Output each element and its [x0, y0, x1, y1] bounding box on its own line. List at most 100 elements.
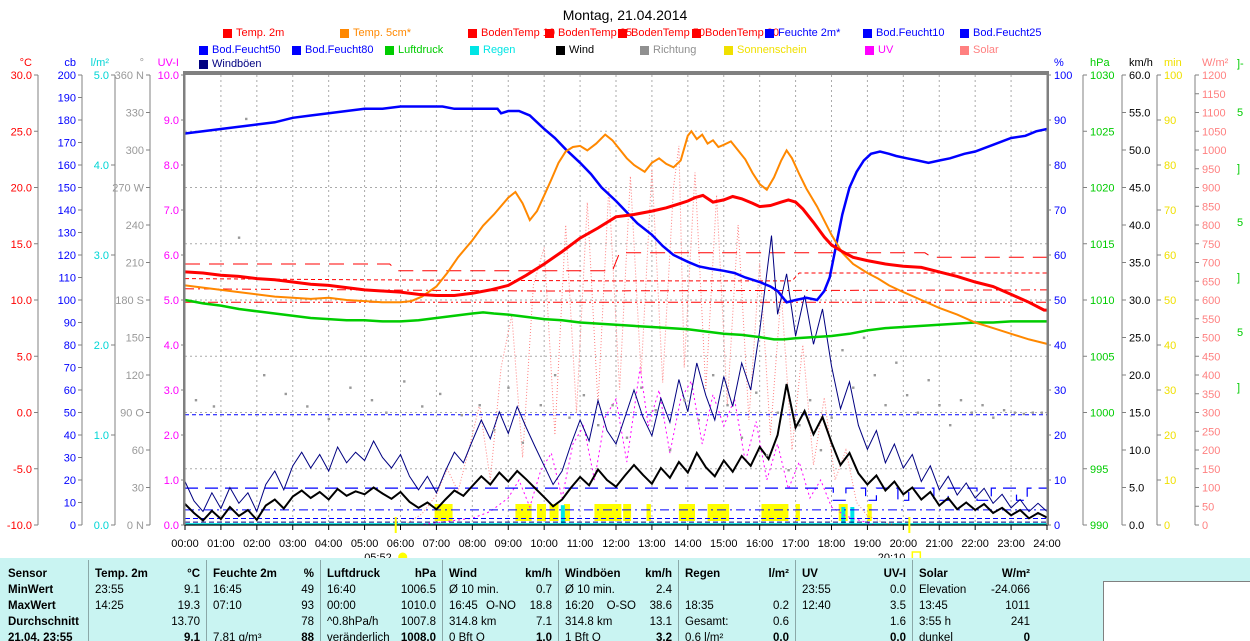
axis-unit-label: hPa [1090, 57, 1110, 69]
x-axis-label: 01:00 [207, 538, 235, 550]
sunshine-bar [549, 504, 559, 521]
legend-label: Temp. 2m [236, 27, 285, 39]
table-cell-value: 49 [301, 584, 314, 596]
series-richtung-dot [798, 424, 801, 427]
table-cell-value: 1011 [1005, 600, 1030, 612]
axis-tick-label: 130 [58, 228, 76, 240]
series-richtung-dot [349, 386, 352, 389]
legend-item-temp-2m: Temp. 2m [223, 28, 284, 39]
axis-tick-label: 300 [126, 145, 144, 157]
table-header-unit: km/h [645, 568, 672, 580]
sunshine-bar [563, 504, 571, 521]
axis-tick-label: 4.0 [164, 340, 179, 352]
axis-tick-label: 3.0 [164, 385, 179, 397]
legend-item-bodentemp-10: BodenTemp 10 [468, 28, 555, 39]
x-axis-label: 23:00 [997, 538, 1025, 550]
x-axis-label: 06:00 [387, 538, 415, 550]
axis-tick-label: 70 [1164, 205, 1176, 217]
series-richtung-dot [959, 399, 963, 402]
x-axis-label: 21:00 [925, 538, 953, 550]
axis-unit-label: % [1054, 57, 1064, 69]
axis-tick-label: 40 [1164, 340, 1176, 352]
legend-label: Wind [569, 44, 595, 56]
table-row-label: Durchschnitt [8, 616, 79, 628]
cutoff-axis-fragment: 5 [1237, 327, 1243, 339]
axis-tick-label: 450 [1202, 351, 1220, 363]
series-richtung-dot [992, 416, 995, 419]
series-richtung-dot [683, 399, 686, 402]
legend-swatch-icon [199, 60, 208, 69]
legend-swatch-icon [470, 46, 479, 55]
legend-label: Bod.Feucht80 [305, 44, 374, 56]
table-cell-value: 0.0 [890, 632, 906, 641]
axis-tick-label: 100 [58, 295, 76, 307]
series-richtung-dot [327, 417, 331, 421]
axis-tick-label: 210 [126, 258, 144, 270]
legend-label: Bod.Feucht50 [212, 44, 281, 56]
axis-tick-label: 140 [58, 205, 76, 217]
table-cell-value: 9.1 [184, 584, 200, 596]
table-cell-label: 14:25 [95, 600, 124, 612]
legend-item-bod-feucht25: Bod.Feucht25 [960, 28, 1042, 39]
legend-item-feuchte-2m: Feuchte 2m* [765, 28, 840, 39]
cutoff-axis-fragment: 5 [1237, 217, 1243, 229]
table-column-separator [206, 560, 207, 641]
table-row-label: MaxWert [8, 600, 56, 612]
series-richtung-dot [306, 405, 309, 408]
series-temp-5cm [184, 129, 1048, 345]
table-header-unit: UV-I [883, 568, 906, 580]
table-cell-value: 0.2 [773, 600, 789, 612]
x-axis-label: 20:00 [890, 538, 918, 550]
axis-tick-label: 2.0 [94, 340, 109, 352]
series-bodentemp-10 [185, 252, 1047, 272]
series-richtung-dot [862, 336, 866, 339]
series-richtung-dot [403, 380, 406, 383]
series-feuchte-2m [184, 105, 1048, 304]
axis-tick-label: 1000 [1202, 145, 1226, 157]
legend-item-regen: Regen [470, 45, 515, 56]
table-cell-label: 7.81 g/m³ [213, 632, 262, 641]
table-column-separator [442, 560, 443, 641]
table-cell-label: 12:40 [802, 600, 831, 612]
legend-swatch-icon [863, 29, 872, 38]
table-cell-label: 23:55 [802, 584, 831, 596]
table-cell-value: 9.1 [184, 632, 200, 641]
series-richtung-dot [263, 374, 266, 377]
table-column-separator [320, 560, 321, 641]
axis-tick-label: 270 W [112, 183, 144, 195]
table-header-uv: UV [802, 568, 818, 580]
series-richtung-dot [949, 424, 952, 427]
cutoff-axis-fragment: 5 [1237, 107, 1243, 119]
table-cell-label: 23:55 [95, 584, 124, 596]
axis-tick-label: 50 [1202, 501, 1214, 513]
axis-tick-label: 60 [64, 385, 76, 397]
axis-tick-label: 80 [1054, 160, 1066, 172]
sunshine-bar [536, 504, 546, 521]
axis-tick-label: -10.0 [7, 520, 32, 532]
legend-item-richtung: Richtung [640, 45, 696, 56]
legend-item-luftdruck: Luftdruck [385, 45, 443, 56]
series-windb-en [184, 235, 1048, 513]
sunshine-bar [761, 504, 789, 521]
legend-item-temp-5cm: Temp. 5cm* [340, 28, 411, 39]
rain-bar [850, 507, 855, 525]
page-title: Montag, 21.04.2014 [562, 7, 688, 23]
axis-tick-label: 200 [1202, 445, 1220, 457]
axis-unit-label: °C [20, 57, 32, 69]
axis-tick-label: 6.0 [164, 250, 179, 262]
axis-tick-label: 5.0 [164, 295, 179, 307]
series-richtung-dot [478, 404, 481, 407]
legend-label: Bod.Feucht10 [876, 27, 945, 39]
legend-swatch-icon [692, 29, 701, 38]
axis-unit-label: UV-I [158, 57, 179, 69]
axis-tick-label: 1020 [1090, 183, 1114, 195]
axis-tick-label: 0.0 [94, 520, 109, 532]
series-richtung-dot [765, 454, 769, 457]
axis-unit-label: km/h [1129, 57, 1153, 69]
axis-tick-label: 180 [58, 115, 76, 127]
axis-tick-label: 160 [58, 160, 76, 172]
table-cell-label: 07:10 [213, 600, 242, 612]
axis-tick-label: 70 [64, 363, 76, 375]
table-cell-value: 13.1 [649, 616, 672, 628]
legend-swatch-icon [292, 46, 301, 55]
